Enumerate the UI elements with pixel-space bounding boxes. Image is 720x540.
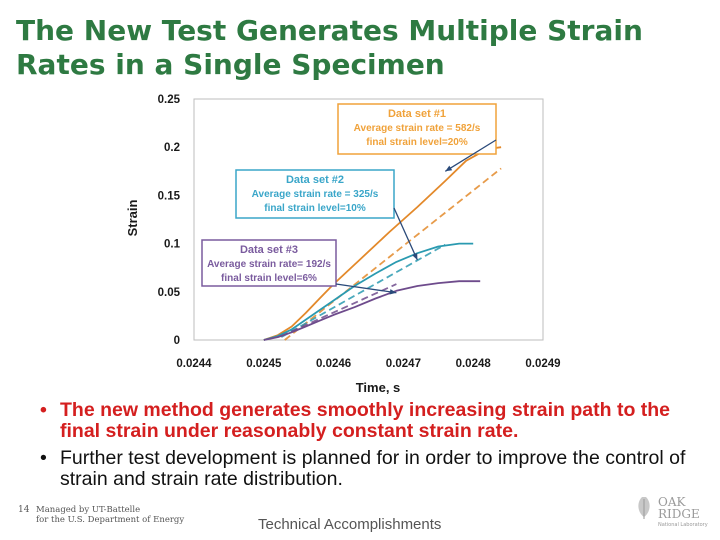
series-line-1: [263, 146, 502, 341]
x-tick-label: 0.0247: [386, 358, 421, 370]
bullet-text: The new method generates smoothly increa…: [60, 399, 671, 442]
y-axis-label: Strain: [125, 200, 140, 237]
annotation-arrow: [335, 283, 397, 294]
managed-line-2: for the U.S. Department of Energy: [36, 515, 185, 525]
annotation-text: Average strain rate = 582/s: [354, 123, 481, 134]
page-number: 14: [18, 505, 30, 515]
series-line-2: [263, 242, 474, 341]
bullet-item: • Further test development is planned fo…: [40, 448, 710, 490]
fit-line-3: [280, 283, 397, 337]
annotation-text: final strain level=10%: [264, 203, 366, 214]
y-tick-label: 0.25: [158, 94, 181, 106]
annotation-2: Data set #2 Average strain rate = 325/s fi…: [235, 169, 418, 261]
x-axis-label: Time, s: [356, 380, 401, 395]
logo-text-oak: OAK: [658, 495, 687, 509]
leaf-icon: [638, 497, 650, 519]
annotation-box: [235, 169, 395, 219]
annotation-3: Data set #3 Average strain rate= 192/s fin…: [201, 239, 397, 295]
title-line-1: The New Test Generates Multiple Strain: [16, 14, 643, 47]
x-tick-label: 0.0246: [316, 358, 351, 370]
logo-text-ridge: RIDGE: [658, 507, 700, 521]
plot-area: [193, 98, 544, 341]
footer-section-title: Technical Accomplishments: [258, 516, 442, 533]
arrowhead-icon: [389, 289, 397, 295]
x-tick-label: 0.0249: [525, 358, 560, 370]
x-tick-label: 0.0244: [176, 358, 212, 370]
strain-chart: 0 0.05 0.1 0.15 0.2 0.25 0.0244 0.0245 0.0246 0.0…: [125, 94, 561, 395]
series-line-3: [263, 280, 481, 341]
annotation-box: [337, 103, 497, 155]
bullet-list: • The new method generates smoothly incr…: [40, 400, 710, 496]
slide-title: The New Test Generates Multiple Strain R…: [16, 14, 706, 82]
fit-line-2: [280, 243, 446, 338]
x-tick-label: 0.0245: [246, 358, 282, 370]
y-tick-label: 0.15: [158, 190, 181, 202]
title-line-2: Rates in a Single Specimen: [16, 48, 445, 81]
y-tick-label: 0.1: [164, 239, 181, 251]
arrowhead-icon: [445, 165, 453, 172]
y-tick-label: 0.05: [158, 287, 181, 299]
annotation-1: Data set #1 Average strain rate = 582/s fi…: [337, 103, 497, 172]
annotation-text: Data set #1: [388, 108, 446, 120]
x-tick-label: 0.0248: [456, 358, 492, 370]
y-tick-label: 0: [174, 335, 180, 347]
y-tick-label: 0.2: [164, 142, 180, 154]
annotation-text: final strain level=6%: [221, 273, 317, 284]
bullet-dot-icon: •: [40, 447, 47, 469]
annotation-text: Average strain rate = 325/s: [252, 189, 379, 200]
annotation-text: Data set #2: [286, 174, 344, 186]
bullet-dot-icon: •: [40, 399, 47, 421]
annotation-arrow: [444, 139, 497, 172]
logo-text-lab: National Laboratory: [658, 522, 708, 528]
annotation-text: final strain level=20%: [366, 137, 468, 148]
annotation-text: Data set #3: [240, 244, 298, 256]
footer-managed-by: Managed by UT-Battelle for the U.S. Depa…: [36, 505, 184, 525]
annotation-arrow: [393, 207, 418, 261]
annotation-box: [201, 239, 337, 287]
managed-line-1: Managed by UT-Battelle: [36, 505, 141, 515]
bullet-text: Further test development is planned for …: [60, 447, 686, 490]
annotation-text: Average strain rate= 192/s: [207, 259, 331, 270]
fit-line-1: [284, 167, 502, 341]
bullet-item: • The new method generates smoothly incr…: [40, 400, 710, 442]
arrowhead-icon: [412, 253, 418, 260]
ornl-logo: OAK RIDGE National Laboratory: [638, 495, 708, 528]
